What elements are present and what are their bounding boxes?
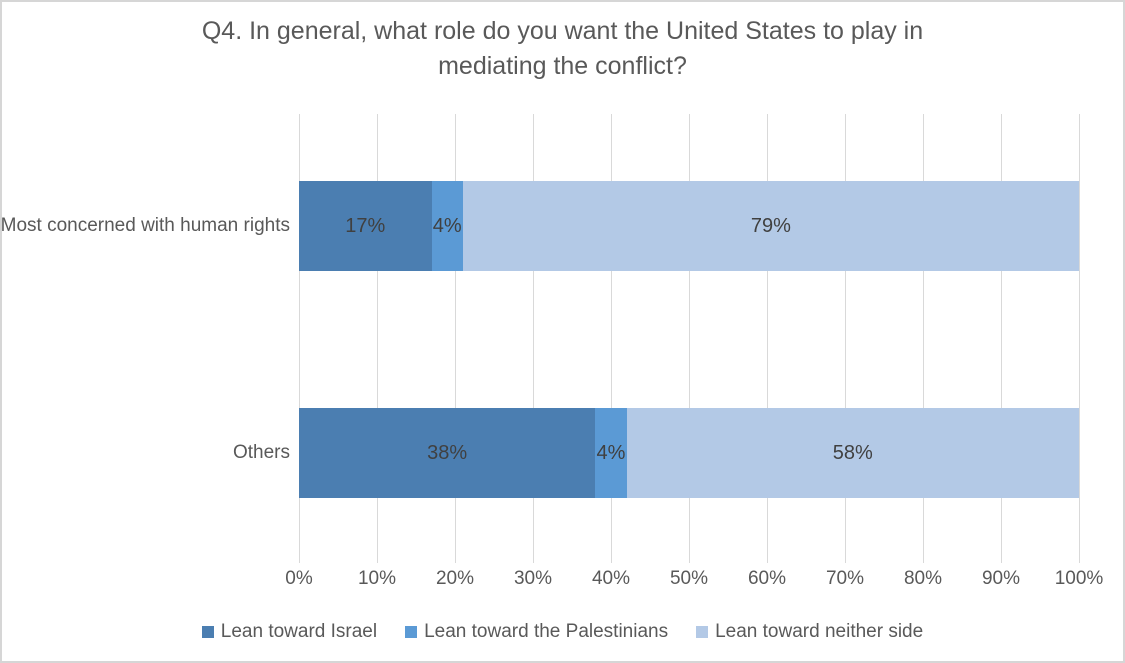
- legend-label: Lean toward Israel: [220, 621, 378, 642]
- x-axis-tick-label: 80%: [903, 568, 943, 589]
- x-axis-tick-label: 30%: [513, 568, 553, 589]
- bar-segment: 58%: [626, 408, 1079, 498]
- legend-item: Lean toward the Palestinians: [405, 620, 668, 644]
- gridline: [532, 114, 534, 563]
- legend: Lean toward Israel Lean toward the Palest…: [0, 620, 1125, 644]
- data-label: 4%: [596, 441, 626, 464]
- category-label: Others: [232, 442, 290, 463]
- x-axis-tick-label: 0%: [285, 568, 313, 589]
- bar-segment: 4%: [595, 408, 627, 498]
- gridline: [610, 114, 612, 563]
- chart-title-line-2: mediating the conflict?: [438, 52, 687, 80]
- gridline: [844, 114, 846, 563]
- data-label: 38%: [427, 441, 468, 464]
- chart-title: Q4. In general, what role do you want th…: [0, 14, 1125, 84]
- legend-swatch-icon: [696, 626, 709, 638]
- legend-swatch-icon: [405, 626, 418, 638]
- x-axis-tick-label: 10%: [357, 568, 397, 589]
- chart-title-line-1: Q4. In general, what role do you want th…: [201, 17, 924, 45]
- legend-swatch-icon: [201, 626, 214, 638]
- gridline: [454, 114, 456, 563]
- x-axis-tick-label: 40%: [591, 568, 631, 589]
- category-label: Most concerned with human rights: [0, 215, 290, 236]
- gridline: [766, 114, 768, 563]
- bar-row: 17% 4% 79%: [299, 181, 1079, 271]
- x-axis-tick-label: 50%: [669, 568, 709, 589]
- gridline: [688, 114, 690, 563]
- bar-segment: 79%: [462, 181, 1079, 271]
- legend-label: Lean toward neither side: [715, 621, 924, 642]
- legend-label: Lean toward the Palestinians: [424, 621, 669, 642]
- x-axis-tick-label: 100%: [1054, 568, 1104, 589]
- x-axis-tick-label: 60%: [747, 568, 787, 589]
- x-axis-tick-label: 70%: [825, 568, 865, 589]
- data-label: 58%: [832, 441, 873, 464]
- legend-item: Lean toward neither side: [696, 620, 923, 644]
- gridline: [1078, 114, 1080, 563]
- gridline: [298, 114, 300, 563]
- x-axis-tick-label: 20%: [435, 568, 475, 589]
- gridline: [376, 114, 378, 563]
- gridline: [922, 114, 924, 563]
- bar-segment: 38%: [299, 408, 596, 498]
- data-label: 17%: [345, 214, 386, 237]
- x-axis-tick-label: 90%: [981, 568, 1021, 589]
- bar-row: 38% 4% 58%: [299, 408, 1079, 498]
- data-label: 4%: [432, 214, 462, 237]
- legend-item: Lean toward Israel: [201, 620, 378, 644]
- bar-segment: 17%: [299, 181, 432, 271]
- data-label: 79%: [750, 214, 791, 237]
- bar-segment: 4%: [431, 181, 463, 271]
- gridline: [1000, 114, 1002, 563]
